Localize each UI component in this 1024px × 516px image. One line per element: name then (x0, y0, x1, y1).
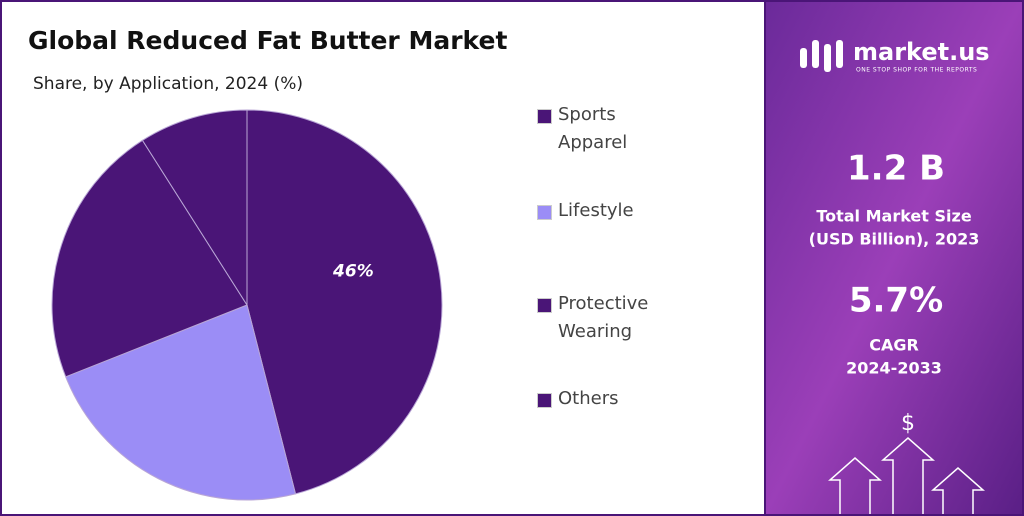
arrow (881, 437, 935, 514)
legend-label: Protective Wearing (558, 293, 649, 342)
cagr-label: 2024-2033 (846, 359, 942, 378)
arrow (828, 457, 882, 514)
icon: $ (901, 411, 915, 436)
legend-item: Lifestyle (537, 197, 687, 225)
pie-slice (246, 109, 443, 495)
legend-swatch (537, 109, 552, 124)
logo (800, 40, 843, 72)
legend-item: Others (537, 385, 687, 413)
tagline: ONE STOP SHOP FOR THE REPORTS (856, 67, 977, 74)
info-panel (766, 2, 1022, 514)
legend-swatch (537, 205, 552, 220)
pie-slice (51, 139, 248, 378)
legend-item: Protective Wearing (537, 290, 687, 346)
legend-swatch (537, 393, 552, 408)
market-size-label: (USD Billion), 2023 (809, 230, 980, 249)
legend-swatch (537, 298, 552, 313)
pie-slice (65, 304, 297, 501)
brand: market.us (853, 38, 990, 66)
legend-item: Sports Apparel (537, 101, 687, 157)
arrow (931, 467, 985, 514)
logo-bar (836, 40, 843, 68)
logo-bar (824, 44, 831, 72)
chart-title: Global Reduced Fat Butter Market (28, 26, 507, 55)
chart-subtitle: Share, by Application, 2024 (%) (33, 74, 303, 94)
cagr-label: CAGR (869, 336, 919, 355)
legend-label: Others (558, 388, 619, 409)
data-label: 46% (332, 262, 374, 282)
market-size-label: Total Market Size (816, 207, 971, 226)
logo-bar (800, 48, 807, 68)
logo-bar (812, 40, 819, 68)
arrows (828, 437, 985, 514)
legend-label: Lifestyle (558, 200, 634, 221)
legend-label: Sports Apparel (558, 104, 628, 153)
cagr: 5.7% (849, 281, 943, 321)
pie-slice (141, 109, 248, 307)
market-size: 1.2 B (847, 149, 945, 189)
